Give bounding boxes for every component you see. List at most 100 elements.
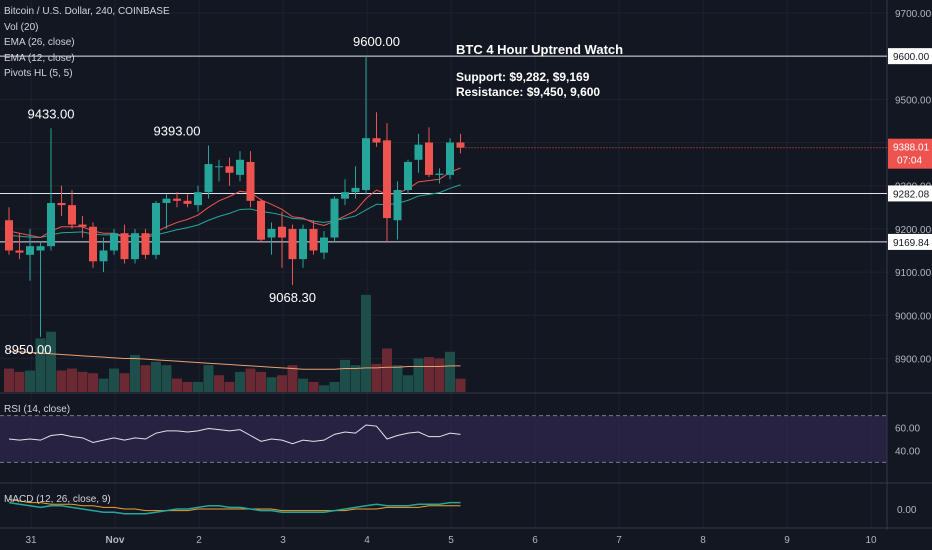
candle-body	[351, 187, 360, 193]
candle-body	[131, 233, 139, 260]
volume-bar	[413, 358, 424, 392]
candle-body	[215, 166, 223, 168]
time-tick-label: 5	[448, 535, 454, 546]
time-tick-label: 3	[280, 535, 286, 546]
chart-legend: Bitcoin / U.S. Dollar, 240, COINBASE Vol…	[4, 4, 170, 82]
volume-bar	[340, 359, 350, 392]
candle-body	[372, 138, 381, 143]
time-tick-label: 2	[196, 535, 202, 546]
volume-bar	[455, 378, 466, 392]
price-tick-label: 9200.00	[895, 225, 932, 236]
pivot-label: 9600.00	[353, 34, 400, 49]
candle-body	[278, 226, 286, 238]
volume-bar	[4, 368, 14, 392]
volume-bar	[298, 378, 308, 392]
last-price-label: 9388.01	[893, 143, 930, 154]
volume-bar	[277, 375, 287, 392]
volume-bar	[140, 365, 151, 392]
candle-body	[435, 173, 444, 175]
volume-bar	[119, 373, 130, 392]
time-tick-label: 10	[865, 535, 877, 546]
candle-body	[26, 246, 34, 255]
pivot-label: 9433.00	[28, 106, 75, 121]
candle-body	[320, 237, 328, 253]
volume-bar	[172, 378, 182, 392]
candle-body	[257, 200, 265, 240]
annotation-resistance: Resistance: $9,450, 9,600	[456, 85, 601, 99]
volume-ma-line	[9, 351, 461, 370]
rsi-band	[0, 415, 887, 463]
level-tag-label: 9282.08	[893, 189, 930, 200]
candle-body	[204, 164, 213, 193]
macd-line	[8, 501, 461, 515]
macd-tick-label: 0.00	[897, 505, 917, 516]
symbol-label[interactable]: Bitcoin / U.S. Dollar, 240, COINBASE	[4, 6, 170, 17]
candle-body	[78, 224, 87, 227]
volume-bar	[67, 368, 77, 392]
volume-bar	[319, 385, 329, 392]
candle-body	[173, 198, 181, 201]
indicator-vol[interactable]: Vol (20)	[4, 21, 39, 33]
candle-body	[393, 190, 402, 221]
macd-signal-line	[8, 498, 461, 512]
volume-bar	[56, 370, 67, 392]
volume-bar	[193, 381, 203, 392]
candle-body	[404, 161, 412, 191]
volume-bar	[14, 371, 25, 392]
price-tick-label: 9500.00	[895, 95, 932, 106]
candle-body	[194, 192, 202, 206]
candle-body	[110, 233, 118, 251]
ema12-line	[8, 167, 461, 239]
volume-bar	[88, 373, 98, 392]
volume-bar	[445, 351, 455, 392]
volume-bar	[329, 381, 340, 392]
volume-bar	[109, 368, 119, 392]
candlesticks: 9600.00 9433.00 9393.00 9068.30 8950.00	[0, 34, 887, 357]
macd-title[interactable]: MACD (12, 26, close, 9)	[4, 494, 111, 505]
candle-body	[383, 140, 391, 219]
volume-bar	[130, 355, 140, 392]
candle-body	[225, 166, 234, 173]
pivot-label: 9393.00	[154, 124, 201, 139]
volume-bar	[256, 371, 266, 392]
candle-body	[99, 250, 108, 262]
annotation-title: BTC 4 Hour Uptrend Watch	[456, 42, 624, 57]
indicator-pivots[interactable]: Pivots HL (5, 5)	[4, 68, 73, 79]
candle-body	[446, 142, 454, 175]
rsi-line	[8, 424, 461, 445]
last-price-tag	[888, 138, 932, 169]
candle-body	[120, 233, 129, 260]
candle-body	[15, 250, 24, 253]
indicator-ema26[interactable]: EMA (26, close)	[4, 37, 75, 48]
volume-bars	[4, 294, 466, 392]
candle-body	[425, 142, 433, 175]
candle-body	[456, 142, 465, 148]
volume-bar	[182, 381, 193, 392]
axes: 9700.009600.009500.009400.009300.009200.…	[25, 9, 932, 546]
time-tick-label: Nov	[106, 535, 125, 546]
candle-body	[68, 205, 76, 225]
volume-bar	[361, 294, 371, 392]
candle-body	[5, 220, 13, 251]
volume-bar	[224, 381, 235, 392]
volume-bar	[424, 357, 434, 392]
level-tag-bg	[888, 233, 932, 250]
volume-bar	[287, 365, 298, 392]
volume-bar	[245, 368, 256, 392]
volume-bar	[46, 331, 56, 392]
indicator-ema12[interactable]: EMA (12, close)	[4, 52, 75, 64]
volume-bar	[98, 378, 109, 392]
rsi-pane	[0, 415, 887, 463]
volume-bar	[161, 365, 172, 392]
volume-bar	[203, 365, 214, 392]
pivot-label: 9068.30	[269, 290, 316, 305]
price-tick-label: 9000.00	[895, 311, 932, 322]
bar-countdown: 07:04	[897, 156, 922, 167]
candle-body	[414, 144, 423, 160]
time-tick-label: 9	[784, 535, 790, 546]
volume-bar	[77, 371, 88, 392]
rsi-title[interactable]: RSI (14, close)	[4, 404, 71, 415]
time-tick-label: 4	[364, 535, 370, 546]
volume-bar	[350, 365, 361, 392]
